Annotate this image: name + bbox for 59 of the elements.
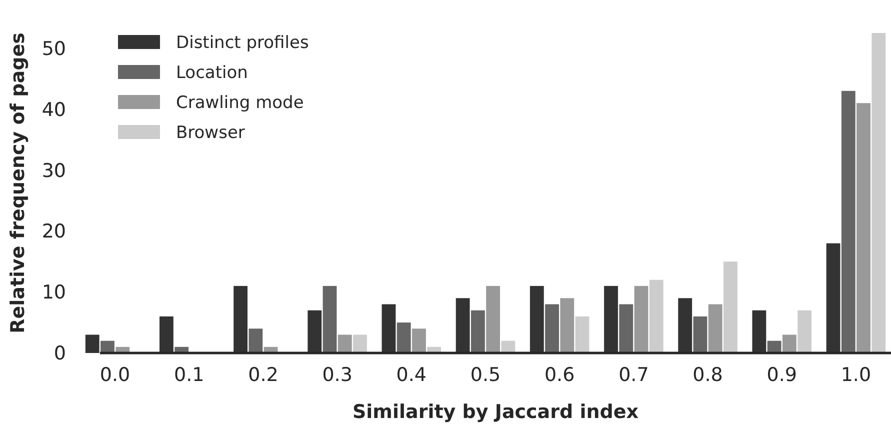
y-tick-label: 30 (42, 160, 66, 182)
bar (782, 334, 796, 353)
bar (353, 334, 367, 353)
x-tick-label: 0.5 (470, 364, 501, 386)
bar (545, 304, 559, 353)
bar (856, 103, 870, 353)
x-tick-label: 0.3 (322, 364, 352, 386)
y-tick-label: 10 (42, 282, 66, 304)
bar (575, 316, 590, 353)
bar (486, 286, 500, 353)
bar (841, 90, 856, 353)
x-tick-label: 0.4 (396, 364, 427, 386)
bar (649, 280, 664, 353)
bar (456, 298, 470, 353)
y-tick-label: 20 (42, 220, 66, 243)
bar (322, 286, 337, 353)
bar (85, 334, 100, 353)
x-tick-label: 0.8 (692, 364, 723, 386)
y-axis-title: Relative frequency of pages (7, 32, 29, 334)
y-tick-label: 50 (42, 38, 66, 60)
x-tick-label: 0.9 (766, 364, 797, 386)
bar (678, 298, 692, 353)
x-tick-label: 0.7 (618, 364, 649, 386)
bar (724, 262, 738, 353)
bar (798, 310, 812, 353)
bar (619, 304, 634, 353)
bar (396, 322, 411, 353)
bar (634, 286, 648, 353)
x-tick-label: 0.6 (544, 364, 575, 386)
bar (872, 33, 886, 353)
x-axis-title: Similarity by Jaccard index (352, 401, 639, 423)
legend-label: Distinct profiles (176, 33, 309, 53)
bar (412, 328, 426, 353)
bar (248, 328, 263, 353)
bar (708, 304, 722, 353)
legend-label: Browser (176, 123, 245, 143)
bar (560, 298, 574, 353)
bar (338, 334, 352, 353)
bar (604, 286, 618, 353)
x-tick-label: 0.2 (248, 364, 278, 386)
x-tick-label: 0.0 (100, 364, 130, 386)
bar (308, 310, 322, 353)
bar (530, 286, 544, 353)
bar (234, 286, 248, 353)
bar (767, 340, 782, 353)
bar (501, 340, 516, 353)
legend-label: Location (176, 63, 248, 83)
x-tick-label: 0.1 (174, 364, 204, 386)
x-tick-label: 1.0 (840, 364, 872, 386)
bar (382, 304, 396, 353)
legend-label: Crawling mode (176, 93, 304, 113)
bar (470, 310, 485, 353)
bar (100, 340, 114, 353)
bar (160, 316, 174, 353)
bar (752, 310, 766, 353)
bar (826, 243, 840, 353)
y-tick-label: 40 (42, 98, 66, 121)
y-tick-label: 0 (54, 342, 66, 365)
bar (693, 316, 708, 353)
